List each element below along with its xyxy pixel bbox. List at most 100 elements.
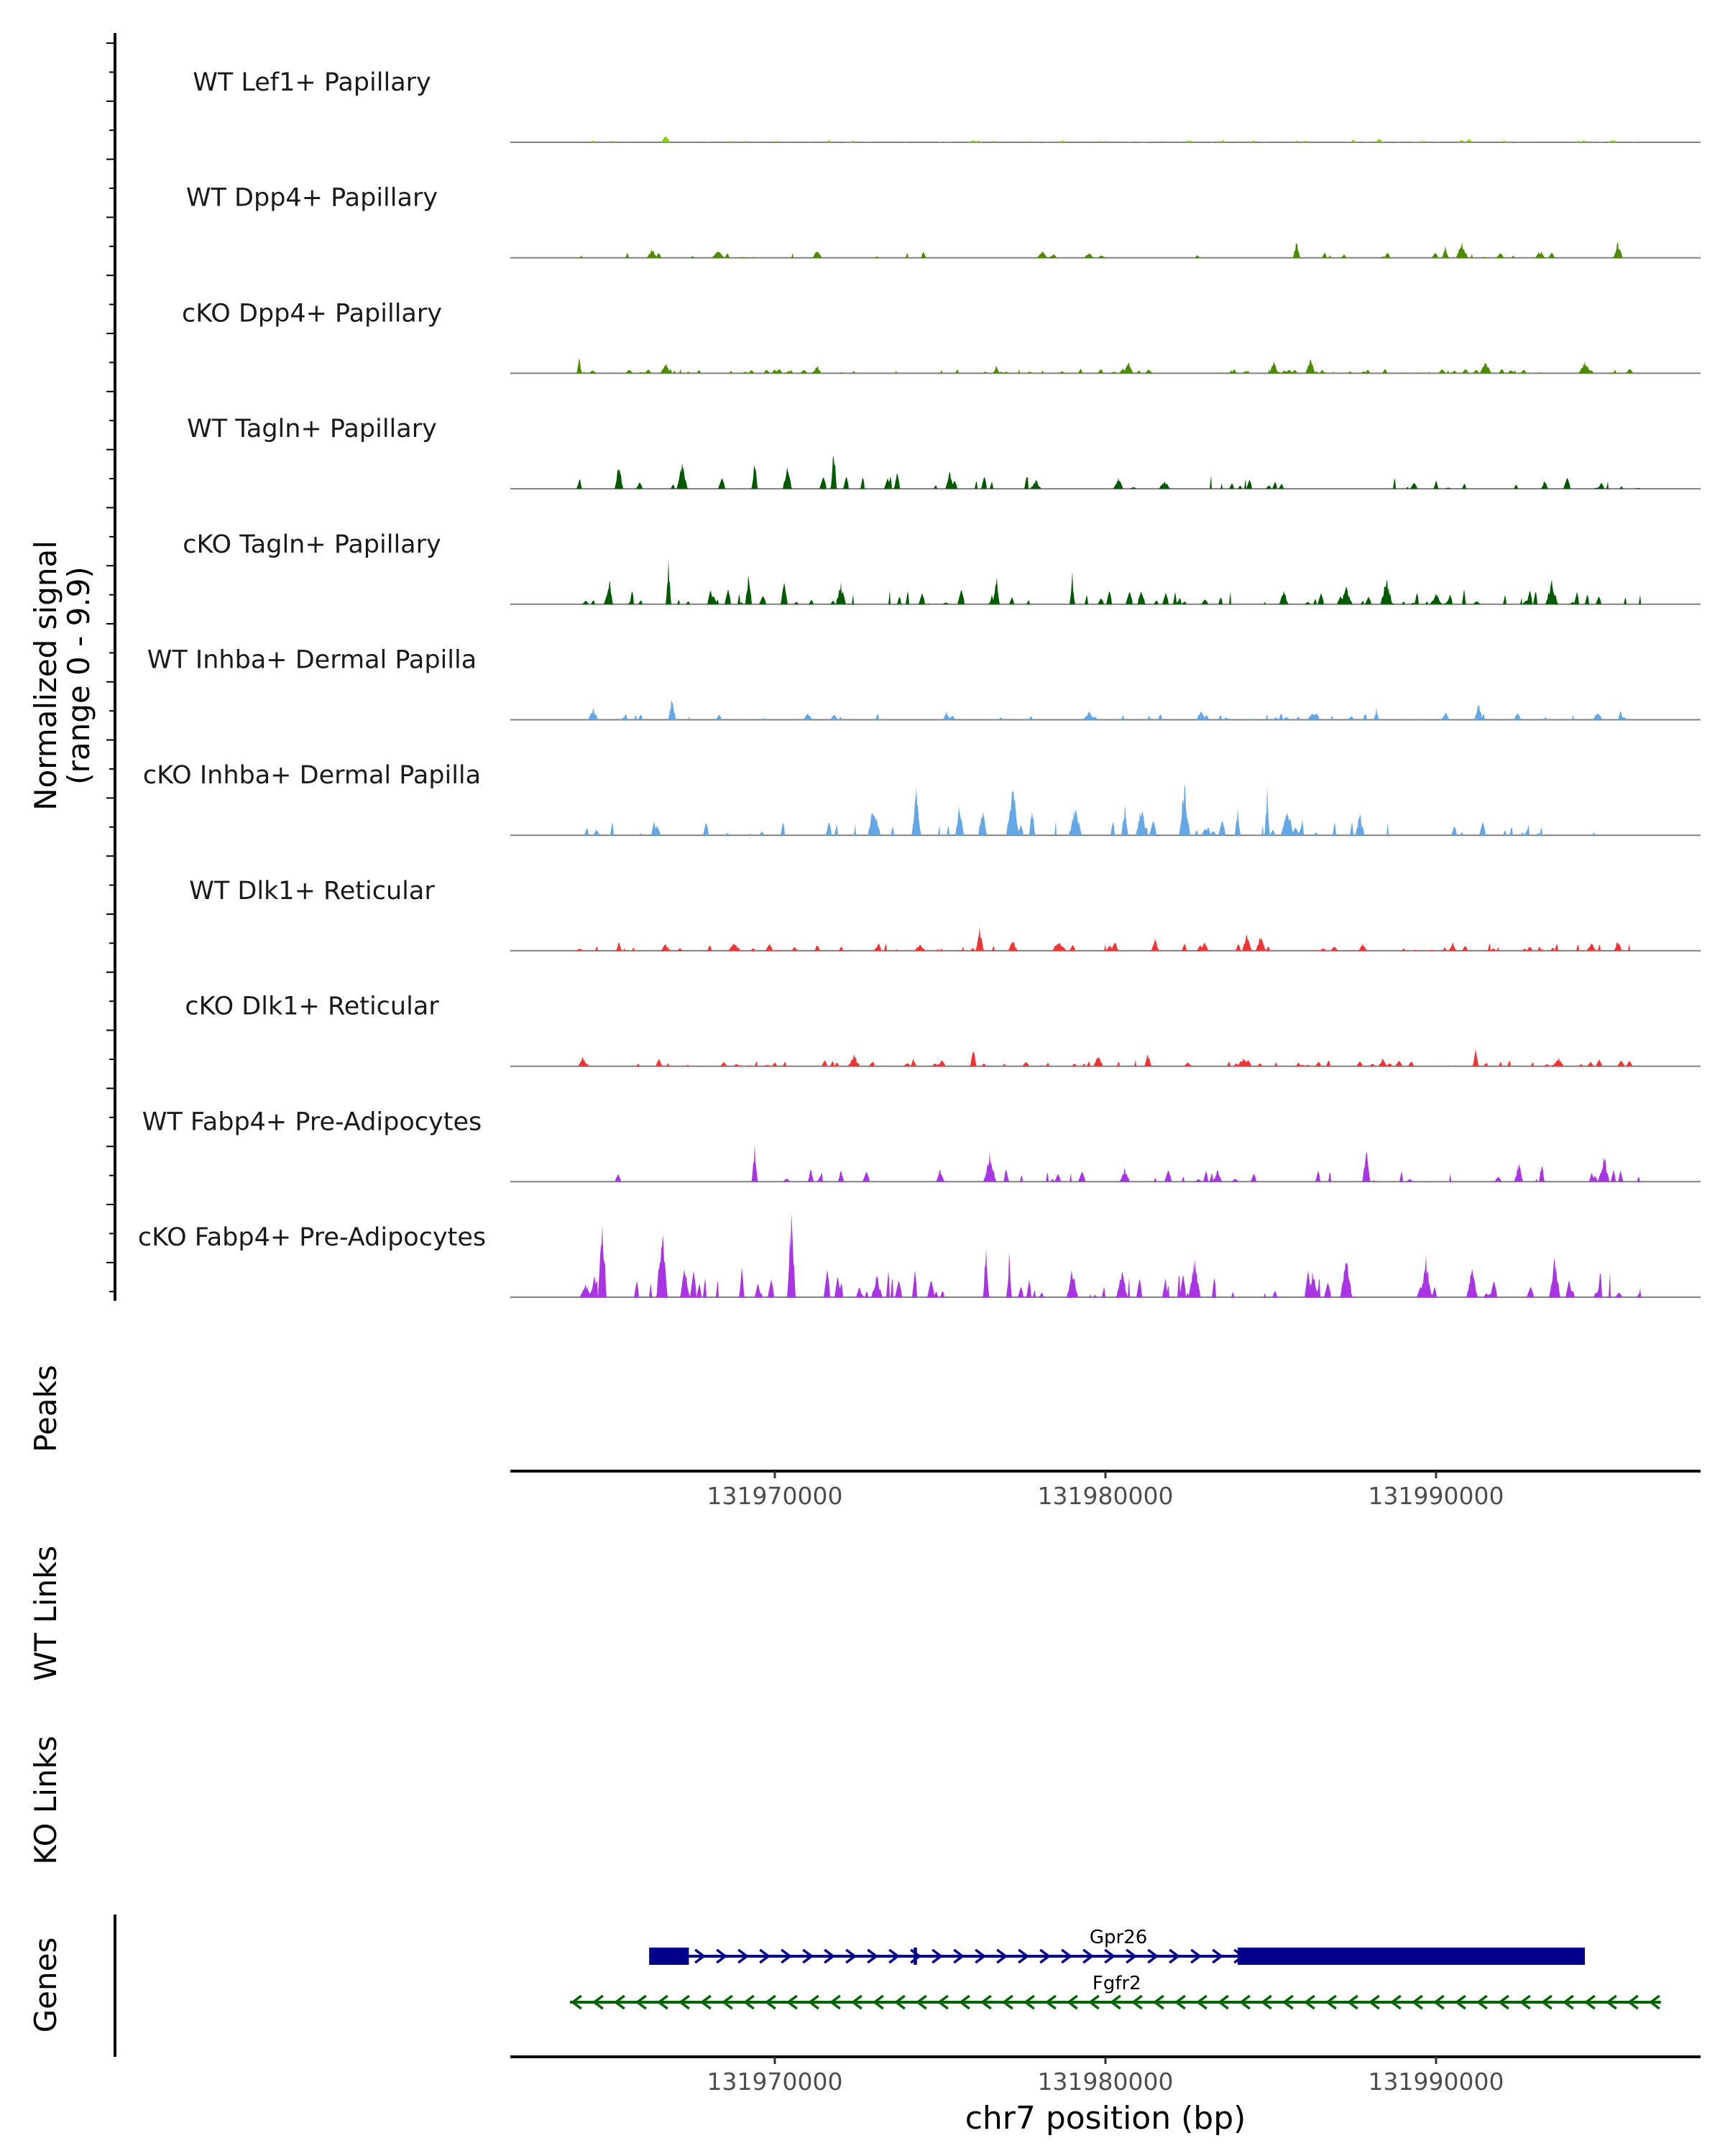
strand-arrow: [975, 1948, 987, 1964]
genes-x-axis-tick-label: 131970000: [707, 2068, 843, 2096]
strand-arrow: [1147, 1948, 1159, 1964]
track-signal: [576, 1049, 1642, 1067]
strand-arrow: [737, 1948, 750, 1964]
strand-arrow: [932, 1948, 944, 1964]
strand-arrow: [829, 1994, 841, 2010]
strand-arrow: [721, 1994, 733, 2010]
strand-arrow: [1190, 1948, 1202, 1964]
coverage-tracks: WT Lef1+ Papillary WT Dpp4+ Papillary cKO …: [138, 68, 1701, 1298]
strand-arrow: [807, 1994, 819, 2010]
track-signal: [576, 558, 1642, 604]
genes-x-axis-tick-label: 131990000: [1368, 2068, 1504, 2096]
track-label: cKO Inhba+ Dermal Papilla: [143, 761, 481, 790]
track-label: WT Tagln+ Papillary: [187, 415, 437, 443]
gene-exon: [1238, 1948, 1585, 1965]
track: WT Dlk1+ Reticular: [189, 877, 1701, 952]
strand-arrow: [980, 1994, 992, 2010]
strand-arrow: [694, 1948, 707, 1964]
strand-arrow: [716, 1948, 728, 1964]
gene-gpr26: Gpr26: [649, 1927, 1585, 1965]
strand-arrow: [958, 1994, 970, 2010]
track: cKO Inhba+ Dermal Papilla: [143, 761, 1701, 837]
track-signal: [576, 1144, 1642, 1182]
strand-arrow: [996, 1948, 1008, 1964]
strand-arrow: [850, 1994, 862, 2010]
strand-arrow: [1174, 1994, 1186, 2010]
gene-label: Fgfr2: [1092, 1973, 1141, 1994]
gene-label: Gpr26: [1090, 1927, 1147, 1948]
strand-arrow: [1217, 1994, 1229, 2010]
track-signal: [576, 135, 1642, 142]
track: cKO Tagln+ Papillary: [183, 530, 1701, 605]
genes-panel-label: Genes: [28, 1938, 63, 2033]
strand-arrow: [1001, 1994, 1013, 2010]
strand-arrow: [1605, 1994, 1617, 2010]
strand-arrow: [1082, 1948, 1095, 1964]
strand-arrow: [953, 1948, 965, 1964]
track: WT Lef1+ Papillary: [193, 68, 1701, 143]
track: WT Dpp4+ Papillary: [186, 184, 1701, 259]
track-label: WT Fabp4+ Pre-Adipocytes: [142, 1107, 482, 1136]
strand-arrow: [1238, 1994, 1251, 2010]
strand-arrow: [1411, 1994, 1423, 2010]
strand-arrow: [888, 1948, 901, 1964]
track-label: cKO Tagln+ Papillary: [183, 530, 441, 559]
strand-arrow: [1104, 1948, 1116, 1964]
strand-arrow: [1126, 1948, 1138, 1964]
track-signal: [576, 783, 1642, 836]
genes-x-axis-ticks: 131970000 131980000 131990000: [707, 2057, 1504, 2096]
track-label: WT Dlk1+ Reticular: [189, 877, 435, 906]
strand-arrow: [1018, 1948, 1030, 1964]
track-label: cKO Dlk1+ Reticular: [185, 992, 439, 1021]
strand-arrow: [678, 1994, 690, 2010]
y-axis-range-label: (range 0 - 9.9): [61, 566, 96, 785]
strand-arrow: [1109, 1994, 1121, 2010]
strand-arrow: [845, 1948, 857, 1964]
strand-arrow: [1152, 1994, 1164, 2010]
strand-arrow: [781, 1948, 793, 1964]
wt-links-panel-label: WT Links: [28, 1546, 63, 1681]
strand-arrow: [1303, 1994, 1315, 2010]
strand-arrow: [1282, 1994, 1294, 2010]
gene-exon: [649, 1948, 689, 1965]
strand-arrow: [1476, 1994, 1488, 2010]
peaks-x-axis-ticks: 131970000 131980000 131990000: [707, 1471, 1504, 1510]
track-label: WT Lef1+ Papillary: [193, 68, 431, 97]
strand-arrow: [613, 1994, 625, 2010]
strand-arrow: [1131, 1994, 1143, 2010]
strand-arrow: [1519, 1994, 1531, 2010]
gene-annotations: Gpr26 Fgfr2: [569, 1927, 1661, 2010]
strand-arrow: [570, 1994, 582, 2010]
track: WT Tagln+ Papillary: [187, 415, 1701, 490]
strand-arrow: [937, 1994, 949, 2010]
strand-arrow: [1583, 1994, 1596, 2010]
strand-arrow: [656, 1994, 668, 2010]
track-signal: [576, 455, 1642, 489]
strand-arrow: [1044, 1994, 1057, 2010]
track-signal: [576, 1212, 1642, 1297]
track-signal: [576, 241, 1642, 258]
y-axis-ticks: [106, 42, 115, 1293]
strand-arrow: [1454, 1994, 1466, 2010]
strand-arrow: [1540, 1994, 1552, 2010]
strand-arrow: [1066, 1994, 1078, 2010]
strand-arrow: [824, 1948, 836, 1964]
track: cKO Dlk1+ Reticular: [185, 992, 1701, 1067]
track: cKO Dpp4+ Papillary: [182, 299, 1701, 374]
strand-arrow: [1346, 1994, 1358, 2010]
strand-arrow: [1648, 1994, 1660, 2010]
strand-arrow: [1497, 1994, 1509, 2010]
strand-arrow: [893, 1994, 906, 2010]
peaks-x-axis-tick-label: 131980000: [1038, 1482, 1174, 1510]
strand-arrow: [592, 1994, 604, 2010]
strand-arrow: [1368, 1994, 1380, 2010]
strand-arrow: [872, 1994, 884, 2010]
ko-links-panel-label: KO Links: [28, 1736, 63, 1865]
track-signal: [576, 699, 1642, 720]
strand-arrow: [1325, 1994, 1337, 2010]
gene-exon: [914, 1948, 917, 1965]
strand-arrow: [1260, 1994, 1272, 2010]
strand-arrow: [635, 1994, 647, 2010]
strand-arrow: [1061, 1948, 1073, 1964]
